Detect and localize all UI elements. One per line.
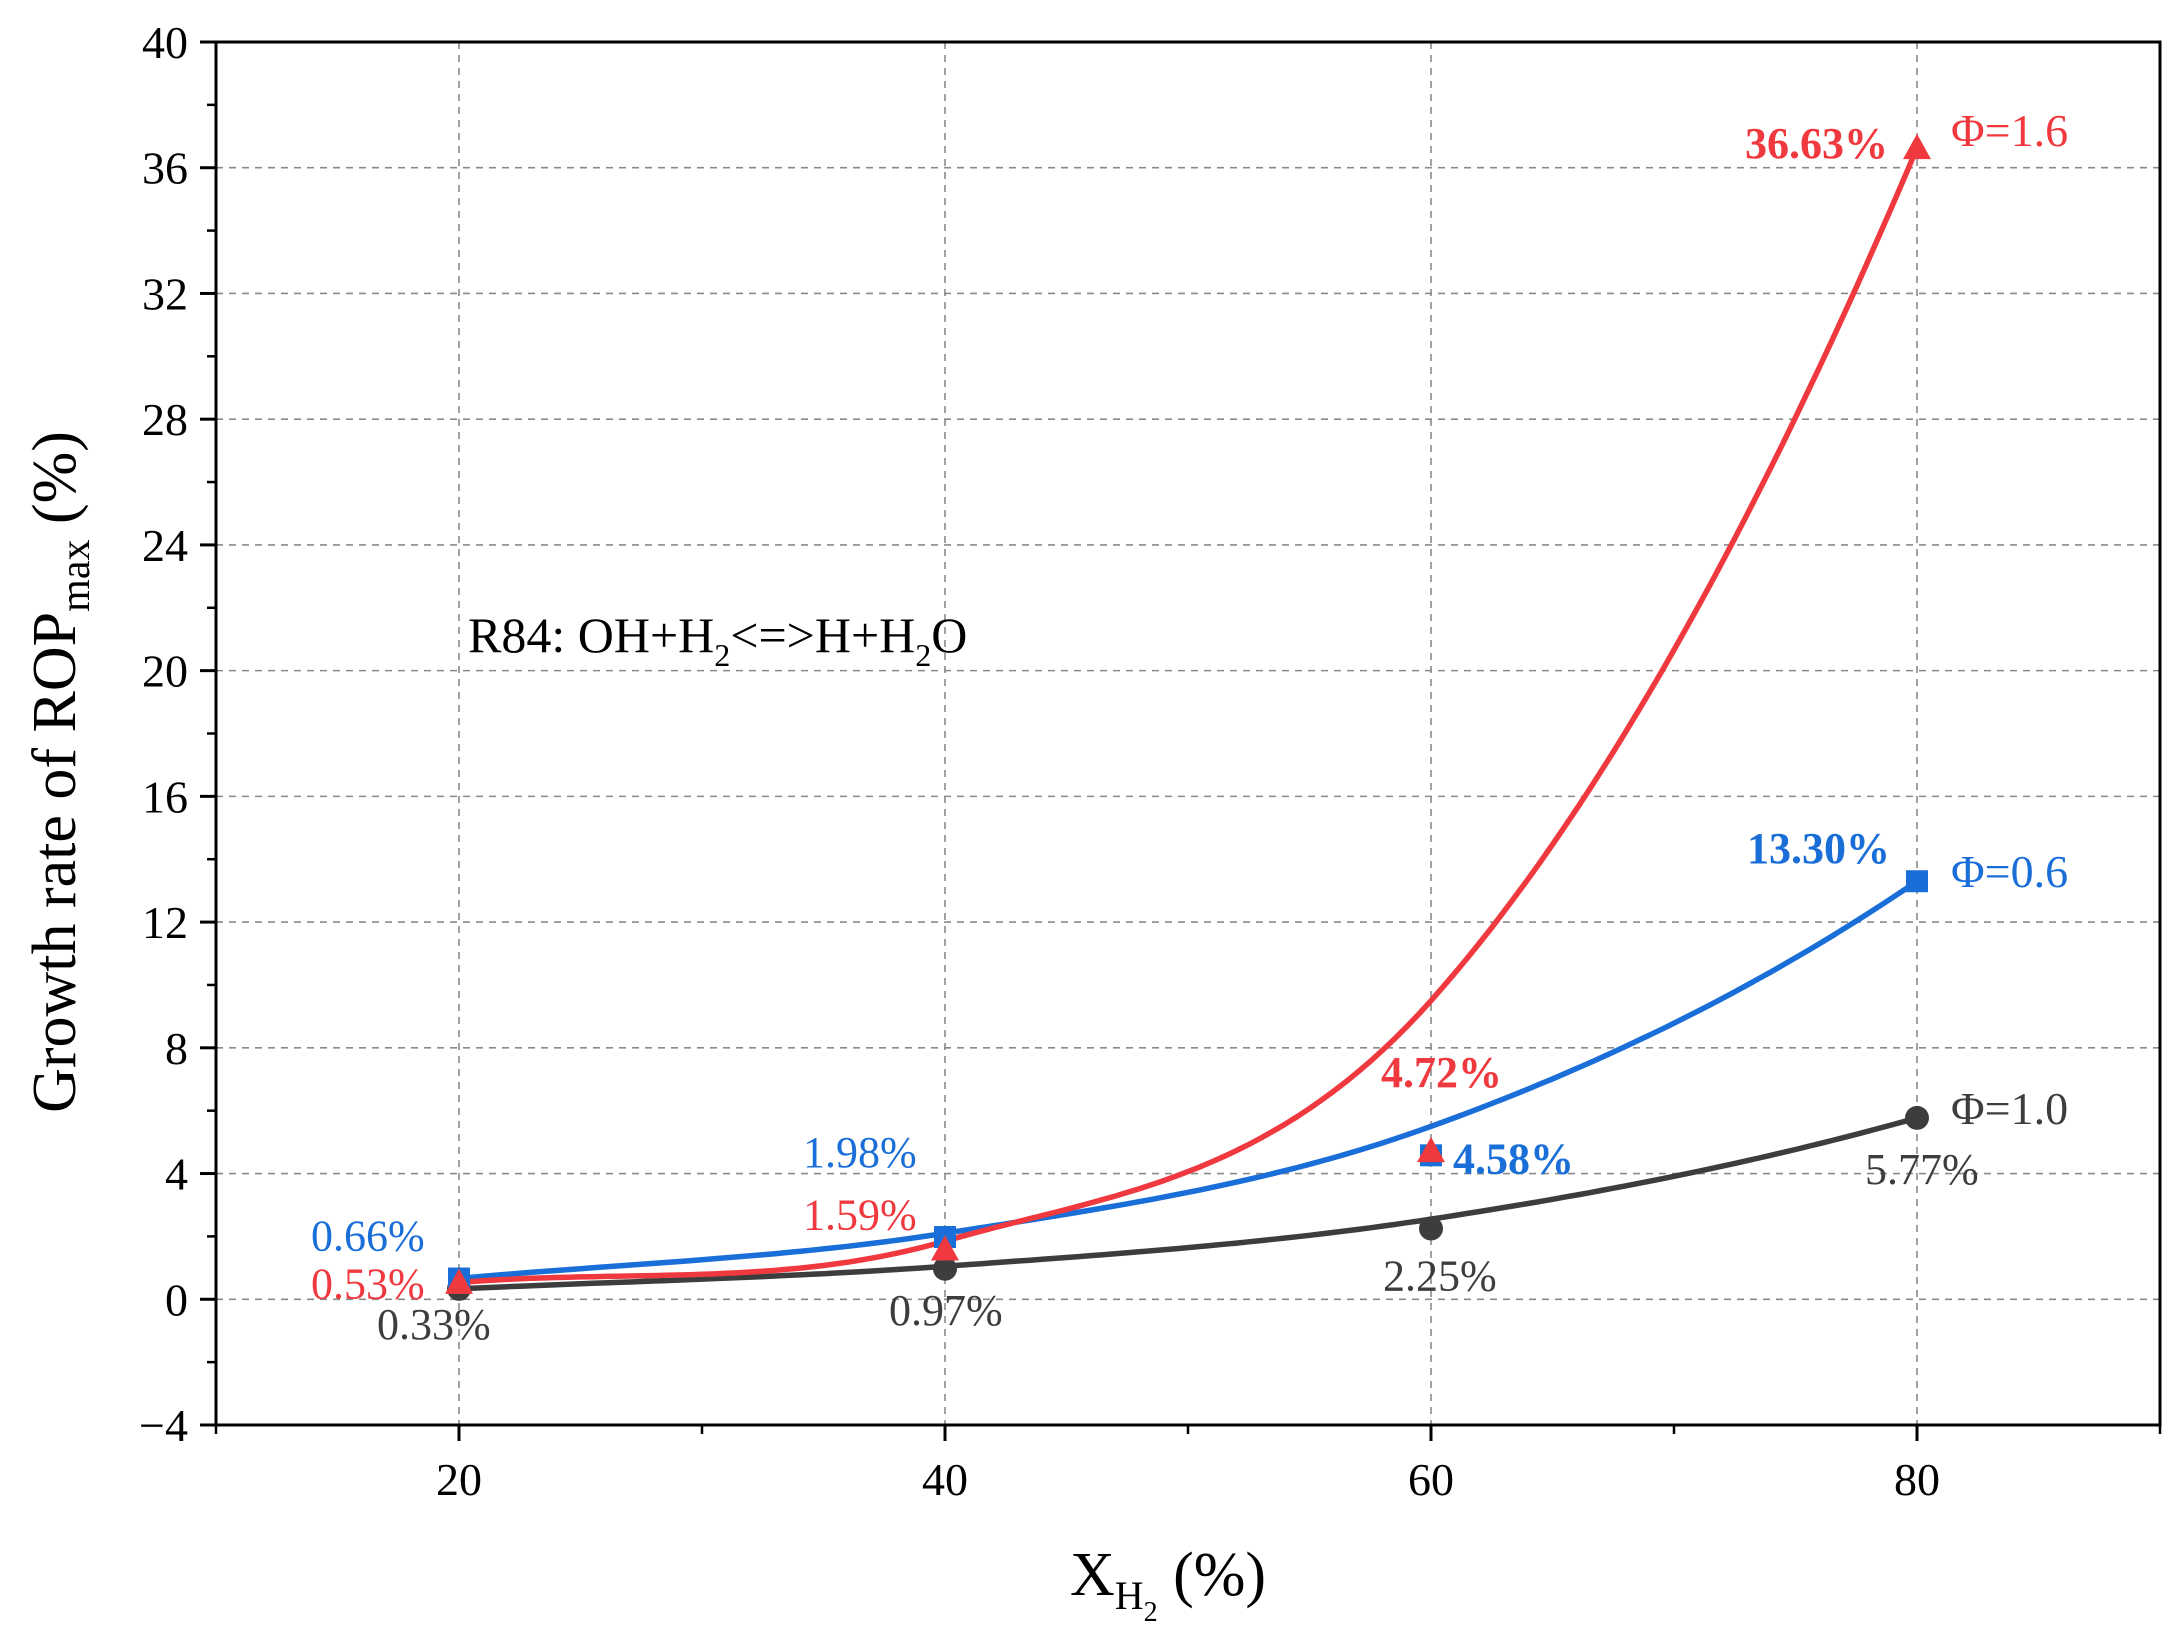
point-circle bbox=[1419, 1216, 1443, 1241]
y-tick-label: 20 bbox=[142, 646, 188, 697]
annotation-part-1: R84: OH+H bbox=[468, 607, 714, 663]
x-tick-label: 20 bbox=[436, 1454, 482, 1505]
point-triangle bbox=[445, 1268, 473, 1294]
y-tick-label: 36 bbox=[142, 143, 188, 194]
fit-curve-square bbox=[458, 878, 1919, 1282]
y-axis-title: Growth rate of ROPmax (%) bbox=[21, 431, 99, 1113]
y-tick-label: 28 bbox=[142, 394, 188, 445]
x-axis-title: XH2 (%) bbox=[1070, 1541, 1266, 1628]
data-label-triangle: 1.59% bbox=[803, 1190, 917, 1239]
data-markers bbox=[445, 133, 1931, 1301]
data-label-circle: 0.33% bbox=[377, 1300, 491, 1349]
grid-layer bbox=[216, 42, 2160, 1425]
x-axis-title-sub: H bbox=[1115, 1573, 1144, 1618]
x-tick-label: 40 bbox=[922, 1454, 968, 1505]
annotation-part-3: O bbox=[931, 607, 967, 663]
x-tick-label: 80 bbox=[1894, 1454, 1940, 1505]
x-axis-title-main: X bbox=[1070, 1541, 1115, 1609]
y-tick-label: 32 bbox=[142, 268, 188, 319]
fit-curves bbox=[458, 146, 1920, 1292]
data-label-triangle: 0.53% bbox=[311, 1260, 425, 1309]
x-axis-title-subsub: 2 bbox=[1144, 1597, 1158, 1628]
point-circle bbox=[933, 1256, 957, 1281]
data-label-triangle: 4.72% bbox=[1381, 1048, 1502, 1097]
data-label-square: 1.98% bbox=[803, 1128, 917, 1177]
point-triangle bbox=[1417, 1136, 1445, 1163]
series-label-square: Φ=0.6 bbox=[1951, 846, 2068, 897]
fit-curve-triangle bbox=[458, 146, 1920, 1286]
annotation-subscript-2: 2 bbox=[915, 637, 931, 673]
annotation-subscript-1: 2 bbox=[714, 637, 730, 673]
annotation-part-2: <=>H+H bbox=[730, 607, 915, 663]
data-labels: 0.33% 0.97% 2.25% 5.77% 0.66% 1.98% 4.58% 13.30… bbox=[311, 105, 2068, 1349]
y-axis-title-main: Growth rate of ROP bbox=[21, 612, 89, 1113]
y-tick-label: 4 bbox=[165, 1149, 188, 1200]
y-axis-title-sub: max bbox=[53, 540, 99, 612]
axes: −4 0 4 8 12 16 20 24 28 32 36 40 20 40 60 80 bbox=[139, 17, 2162, 1505]
x-tick-label: 60 bbox=[1408, 1454, 1454, 1505]
data-label-circle: 2.25% bbox=[1383, 1252, 1497, 1301]
data-label-circle: 0.97% bbox=[889, 1286, 1003, 1335]
point-square bbox=[1906, 870, 1928, 893]
x-axis-title-unit: (%) bbox=[1158, 1541, 1266, 1609]
y-tick-label: −4 bbox=[139, 1400, 188, 1451]
y-tick-label: 0 bbox=[165, 1274, 188, 1325]
data-label-triangle: 36.63% bbox=[1745, 119, 1888, 168]
y-tick-label: 16 bbox=[142, 771, 188, 822]
y-tick-label: 8 bbox=[165, 1023, 188, 1074]
data-label-circle: 5.77% bbox=[1865, 1145, 1979, 1194]
series-label-triangle: Φ=1.6 bbox=[1951, 105, 2068, 156]
point-triangle bbox=[931, 1235, 959, 1261]
fit-curve-circle bbox=[458, 1115, 1918, 1292]
y-tick-label: 40 bbox=[142, 17, 188, 68]
data-label-square: 0.66% bbox=[311, 1212, 425, 1261]
y-tick-label: 12 bbox=[142, 897, 188, 948]
data-label-square: 13.30% bbox=[1747, 824, 1890, 873]
series-label-circle: Φ=1.0 bbox=[1951, 1083, 2068, 1134]
point-triangle bbox=[1903, 133, 1931, 160]
y-axis-title-unit: (%) bbox=[21, 431, 89, 539]
point-circle bbox=[1905, 1105, 1929, 1130]
y-tick-label: 24 bbox=[142, 520, 188, 571]
reaction-annotation: R84: OH+H2<=>H+H2O bbox=[468, 607, 967, 673]
data-label-square: 4.58% bbox=[1453, 1134, 1574, 1183]
